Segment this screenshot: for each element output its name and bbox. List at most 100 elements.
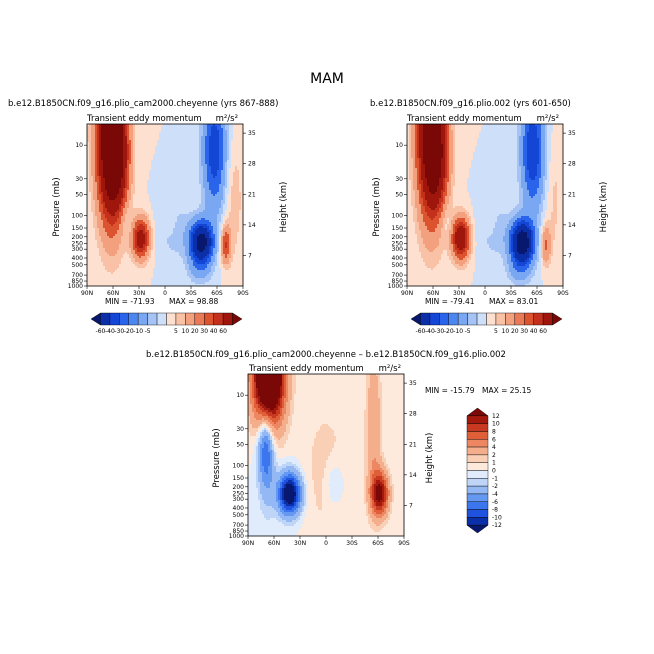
case1-cell (171, 168, 174, 171)
case1-cell (227, 128, 230, 131)
case1-cell (241, 204, 244, 207)
case1-cell (101, 124, 104, 127)
case1-cell (213, 134, 216, 137)
case1-cell (213, 150, 216, 153)
case1-cell (159, 232, 162, 235)
case1-cell (219, 162, 222, 165)
case1-cell (111, 154, 114, 157)
case1-cell (165, 130, 168, 133)
case1-cell (225, 132, 228, 135)
case1-cell (167, 244, 170, 247)
case1-cell (223, 228, 226, 231)
case1-cell (131, 240, 134, 243)
case1-cell (159, 164, 162, 167)
case1-cell (155, 202, 158, 205)
case1-cell (215, 226, 218, 229)
case1-cell (141, 210, 144, 213)
case1-cell (107, 190, 110, 193)
case1-cell (107, 176, 110, 179)
case1-cell (195, 234, 198, 237)
case1-cell (115, 180, 118, 183)
case1-cell (171, 196, 174, 199)
case1-cell (151, 124, 154, 127)
case1-cell (147, 128, 150, 131)
case1-cell (145, 182, 148, 185)
case1-cell (169, 206, 172, 209)
case1-cell (109, 194, 112, 197)
case1-cell (113, 214, 116, 217)
case1-cell (201, 230, 204, 233)
case1-cell (205, 190, 208, 193)
case1-cell (221, 160, 224, 163)
case1-cell (107, 162, 110, 165)
case1-cell (183, 150, 186, 153)
case1-cell (107, 192, 110, 195)
case1-cell (157, 194, 160, 197)
case1-cell (95, 238, 98, 241)
case1-cell (163, 242, 166, 245)
case1-cell (229, 224, 232, 227)
case1-cell (163, 198, 166, 201)
case1-cell (155, 136, 158, 139)
case1-cell (225, 182, 228, 185)
case1-cell (205, 162, 208, 165)
case1-cell (219, 216, 222, 219)
case1-cell (95, 192, 98, 195)
case1-cell (95, 178, 98, 181)
case1-cell (161, 216, 164, 219)
case1-cell (163, 210, 166, 213)
case1-cell (87, 180, 90, 183)
case1-cell (189, 220, 192, 223)
case1-cell (125, 184, 128, 187)
case1-cell (95, 132, 98, 135)
case1-cell (125, 152, 128, 155)
case1-cell (111, 140, 114, 143)
case1-cell (127, 170, 130, 173)
case1-cell (91, 202, 94, 205)
case1-cell (233, 214, 236, 217)
case1-cell (171, 190, 174, 193)
case1-cell (123, 158, 126, 161)
case1-cell (183, 188, 186, 191)
case1-cell (197, 206, 200, 209)
case1-cell (225, 206, 228, 209)
case1-cell (175, 174, 178, 177)
case1-cell (97, 222, 100, 225)
case1-cell (185, 132, 188, 135)
case1-cell (159, 142, 162, 145)
case1-cell (97, 170, 100, 173)
case1-cell (225, 126, 228, 129)
case1-cell (241, 228, 244, 231)
case1-cell (143, 144, 146, 147)
case1-cell (215, 246, 218, 249)
case1-cell (201, 236, 204, 239)
case1-cell (165, 182, 168, 185)
case1-cell (235, 144, 238, 147)
case1-cell (217, 230, 220, 233)
case1-cell (173, 210, 176, 213)
case1-cell (147, 152, 150, 155)
case1-cell (89, 238, 92, 241)
case1-cell (121, 132, 124, 135)
case1-cell (183, 154, 186, 157)
case1-cell (211, 232, 214, 235)
case1-cell (153, 186, 156, 189)
case1-cell (155, 230, 158, 233)
case1-cell (191, 136, 194, 139)
case1-cell (135, 164, 138, 167)
case1-cell (135, 210, 138, 213)
case1-cell (169, 142, 172, 145)
case1-cell (169, 248, 172, 251)
case1-cell (235, 194, 238, 197)
case1-cell (159, 126, 162, 129)
case1-cell (171, 250, 174, 253)
case1-cell (119, 156, 122, 159)
case1-cell (177, 194, 180, 197)
case1-cell (159, 190, 162, 193)
case1-cell (101, 228, 104, 231)
case1-cell (221, 178, 224, 181)
case1-cell (129, 126, 132, 129)
case1-cell (99, 216, 102, 219)
case1-cell (121, 158, 124, 161)
case1-cell (197, 172, 200, 175)
